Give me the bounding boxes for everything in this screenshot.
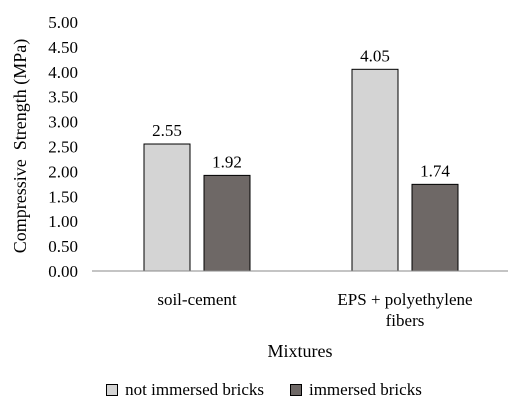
legend-item-not-immersed: not immersed bricks — [106, 380, 264, 400]
y-tick-label: 3.50 — [48, 88, 78, 107]
y-tick-label: 5.00 — [48, 13, 78, 32]
data-label: 1.74 — [420, 161, 450, 180]
y-tick-label: 1.00 — [48, 212, 78, 231]
bar-chart: 0.00 0.50 1.00 1.50 2.00 2.50 3.00 3.50 4.00 4.50… — [10, 13, 508, 361]
y-tick-label: 0.50 — [48, 237, 78, 256]
y-tick-label: 4.50 — [48, 38, 78, 57]
y-tick-label: 0.00 — [48, 262, 78, 281]
data-label: 2.55 — [152, 121, 182, 140]
y-tick-label: 3.00 — [48, 113, 78, 132]
y-axis-title: Compressive Strength (MPa) — [10, 39, 31, 253]
y-tick-label: 2.50 — [48, 138, 78, 157]
y-tick-label: 4.00 — [48, 63, 78, 82]
data-label: 4.05 — [360, 46, 390, 65]
bar — [203, 174, 251, 272]
y-tick-label: 1.50 — [48, 187, 78, 206]
bar — [351, 68, 399, 272]
x-category-label: EPS + polyethylene fibers — [337, 290, 472, 330]
legend-label-not-immersed: not immersed bricks — [125, 380, 264, 399]
legend-item-immersed: immersed bricks — [289, 380, 422, 400]
y-tick-label: 2.00 — [48, 162, 78, 181]
bars — [143, 68, 459, 272]
data-label: 1.92 — [212, 152, 242, 171]
legend-swatch-immersed — [289, 384, 302, 396]
x-axis-categories: soil-cement EPS + polyethylene fibers — [157, 290, 472, 330]
x-axis-title: Mixtures — [268, 341, 333, 361]
legend: not immersed bricks immersed bricks — [0, 375, 528, 405]
y-axis-ticks: 0.00 0.50 1.00 1.50 2.00 2.50 3.00 3.50 4.00 4.50… — [48, 13, 78, 281]
legend-swatch-not-immersed — [106, 384, 119, 396]
bar — [411, 183, 459, 272]
bar — [143, 143, 191, 272]
data-labels: 2.55 1.92 4.05 1.74 — [152, 46, 450, 180]
x-category-label: soil-cement — [157, 290, 237, 309]
legend-label-immersed: immersed bricks — [308, 380, 422, 399]
